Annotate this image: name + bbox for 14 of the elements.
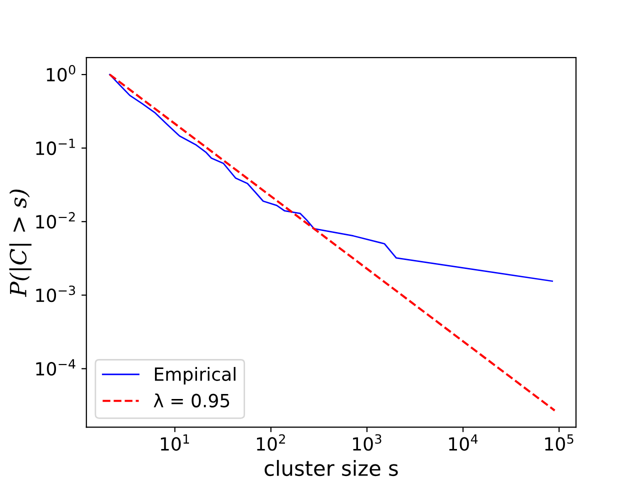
x-axis-title: cluster size s [264,460,398,476]
y-axis-title: P(|C| > s) [9,190,32,297]
legend-label: λ = 0.95 [154,393,230,408]
x-tick-label: 10$^{4}$ [449,434,478,451]
y-tick-label: 10$^{−4}$ [36,359,76,376]
x-tick-label: 10$^{2}$ [257,434,285,451]
x-tick-label: 10$^{5}$ [545,434,574,451]
legend-label: Empirical [154,366,236,384]
y-tick-label: 10$^{−1}$ [36,138,75,156]
y-tick-label: 10$^{−2}$ [36,212,75,229]
y-tick-label: 10$^{0}$ [46,64,76,82]
x-tick-label: 10$^{3}$ [353,434,382,451]
y-tick-label: 10$^{−3}$ [36,286,76,302]
x-tick-label: 10$^{1}$ [160,434,189,451]
